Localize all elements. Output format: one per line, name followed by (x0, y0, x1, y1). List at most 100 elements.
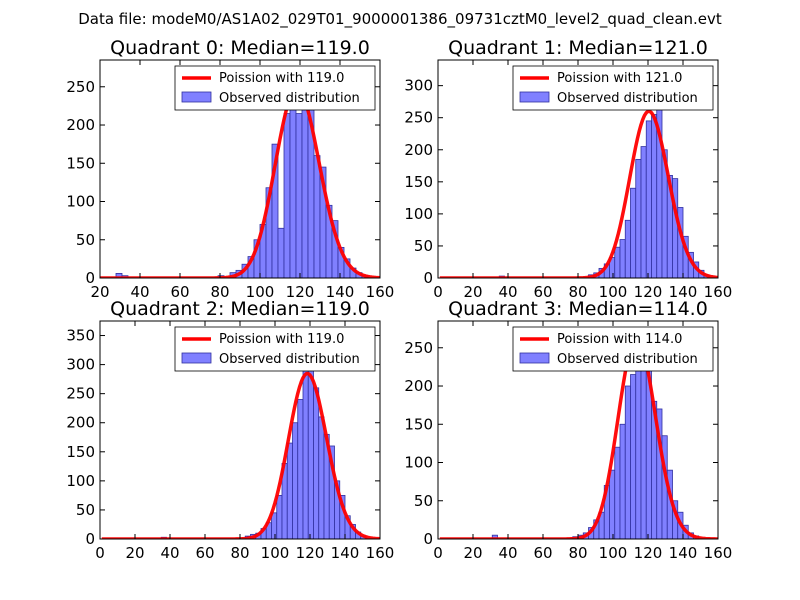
axes-frame (99, 59, 381, 279)
legend-hist-label: Observed distribution (219, 91, 360, 106)
histogram-bar (318, 416, 325, 539)
x-tick-label: 120 (634, 283, 663, 301)
histogram-bar (307, 364, 314, 539)
plot-area (101, 364, 380, 539)
subplot-quadrant-0: 20 40 60 80 100 120 140 160 0 50 100 150 200 250 Quadr… (66, 37, 394, 301)
histogram-bar (614, 246, 621, 278)
subplot-title: Quadrant 2: Median=119.0 (110, 298, 370, 320)
x-tick-label: 60 (533, 544, 552, 562)
x-tick-label: 120 (634, 544, 663, 562)
y-tick-label: 200 (66, 414, 95, 432)
x-tick-label: 100 (599, 544, 628, 562)
histogram-bar (656, 82, 663, 278)
y-tick-label: 50 (76, 501, 95, 519)
x-tick-label: 140 (669, 283, 698, 301)
histogram-bar (640, 146, 647, 278)
subplot-title: Quadrant 1: Median=121.0 (448, 37, 708, 59)
y-tick-label: 100 (404, 454, 433, 472)
y-tick-label: 350 (66, 327, 95, 345)
x-tick-label: 160 (704, 283, 733, 301)
plot-area (439, 82, 718, 278)
histogram-bar (297, 399, 304, 539)
histogram-bar (619, 423, 626, 539)
y-tick-label: 50 (414, 237, 433, 255)
y-tick-label: 300 (66, 356, 95, 374)
histogram-bar (645, 120, 652, 278)
legend-hist-label: Observed distribution (557, 91, 698, 106)
x-tick-label: 100 (599, 283, 628, 301)
histogram-bar (271, 143, 279, 278)
legend-hist-swatch (181, 91, 212, 103)
y-tick-label: 300 (404, 77, 433, 95)
x-tick-label: 100 (246, 283, 275, 301)
x-tick-label: 80 (568, 544, 587, 562)
histogram-bar (313, 155, 321, 278)
subplot-quadrant-1: 0 20 40 60 80 100 120 140 160 0 50 100 150 200 250 300 Q… (404, 37, 732, 301)
y-tick-label: 250 (404, 109, 433, 127)
x-tick-label: 40 (130, 283, 149, 301)
y-tick-label: 250 (66, 78, 95, 96)
x-tick-label: 20 (463, 283, 482, 301)
y-tick-label: 150 (66, 154, 95, 172)
y-tick-label: 150 (404, 173, 433, 191)
y-tick-label: 50 (414, 492, 433, 510)
y-tick-label: 250 (66, 385, 95, 403)
y-tick-label: 100 (66, 193, 95, 211)
legend: Poission with 119.0 Observed distribution (174, 65, 376, 111)
y-tick-label: 150 (66, 443, 95, 461)
legend-box (512, 326, 714, 372)
figure-title: Data file: modeM0/AS1A02_029T01_90000013… (78, 10, 722, 29)
plot-area (439, 336, 718, 539)
x-tick-label: 40 (498, 283, 517, 301)
x-tick-label: 20 (463, 544, 482, 562)
x-tick-label: 0 (433, 283, 443, 301)
x-tick-label: 160 (366, 283, 395, 301)
y-tick-label: 0 (423, 530, 433, 548)
x-tick-label: 100 (261, 544, 290, 562)
subplot-title: Quadrant 3: Median=114.0 (448, 298, 708, 320)
y-tick-label: 150 (404, 415, 433, 433)
y-tick-label: 100 (404, 205, 433, 223)
poisson-curve (100, 86, 380, 278)
histogram-bar (630, 187, 637, 278)
histogram-bar (295, 113, 303, 278)
x-tick-label: 160 (704, 544, 733, 562)
histogram-bar (302, 364, 309, 539)
histogram-bar (635, 358, 642, 539)
histogram-bar (277, 227, 285, 278)
x-tick-label: 0 (95, 544, 105, 562)
x-tick-label: 60 (533, 283, 552, 301)
x-tick-label: 120 (286, 283, 315, 301)
x-tick-label: 20 (125, 544, 144, 562)
legend-box (174, 326, 376, 372)
x-tick-label: 80 (568, 283, 587, 301)
x-tick-label: 140 (669, 544, 698, 562)
subplot-quadrant-2: 0 20 40 60 80 100 120 140 160 0 50 100 150 200 250 300 3… (66, 298, 394, 562)
legend-hist-swatch (519, 352, 550, 364)
y-tick-label: 100 (66, 472, 95, 490)
y-tick-label: 0 (85, 530, 95, 548)
histogram-bar (286, 442, 293, 539)
x-tick-label: 0 (433, 544, 443, 562)
legend-box (512, 65, 714, 111)
x-tick-label: 140 (331, 544, 360, 562)
legend-curve-label: Poission with 119.0 (219, 71, 344, 86)
histogram-bar (301, 94, 309, 278)
histogram-bar (283, 113, 291, 278)
x-tick-label: 60 (170, 283, 189, 301)
histogram-bar (271, 512, 278, 539)
legend-curve-label: Poission with 114.0 (557, 332, 682, 347)
x-tick-label: 80 (210, 283, 229, 301)
histogram-bar (651, 114, 658, 278)
legend-hist-label: Observed distribution (219, 352, 360, 367)
y-tick-label: 0 (85, 269, 95, 287)
plot-area (100, 82, 380, 278)
x-tick-label: 20 (90, 283, 109, 301)
histogram-bar (640, 351, 647, 539)
poisson-curve (439, 336, 718, 539)
x-tick-label: 40 (498, 544, 517, 562)
histogram-bar (289, 82, 297, 278)
histogram-bar (635, 158, 642, 278)
x-tick-label: 140 (326, 283, 355, 301)
x-tick-label: 120 (296, 544, 325, 562)
